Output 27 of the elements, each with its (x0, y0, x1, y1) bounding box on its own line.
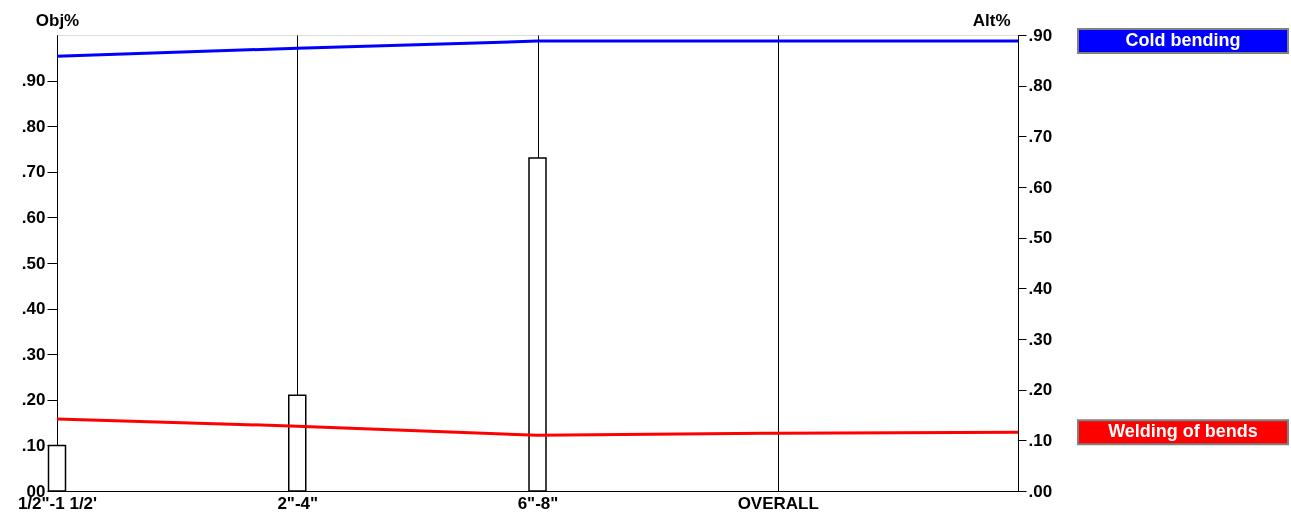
y2-tick-label: .90 (1028, 25, 1053, 45)
y-tick-label: .50 (21, 253, 46, 273)
y2-tick-label: .50 (1028, 228, 1053, 248)
y-tick-label: .70 (21, 162, 46, 182)
y-tick-label: .30 (21, 344, 46, 364)
text: Cold bending (1125, 30, 1241, 51)
y2-tick-label: .00 (1028, 481, 1053, 501)
y2-tick-label: .10 (1028, 430, 1053, 450)
y2-tick-label: .30 (1028, 329, 1053, 349)
y-tick-label: .40 (21, 299, 46, 319)
y2-tick-label: .70 (1028, 126, 1053, 146)
y2-tick-label: .20 (1028, 380, 1053, 400)
y2-tick-label: .80 (1028, 76, 1053, 96)
x-tick-label: 6"-8" (517, 493, 559, 513)
text: Welding of bends (1108, 421, 1258, 442)
y-axis-title: Obj% (35, 10, 80, 30)
y-tick-label: .60 (21, 207, 46, 227)
y-tick-label: .10 (21, 435, 46, 455)
y-tick-label: .90 (21, 71, 46, 91)
y-tick-label: .80 (21, 116, 46, 136)
y2-tick-label: .40 (1028, 278, 1053, 298)
x-tick-label: 2"-4" (277, 493, 319, 513)
x-tick-label: OVERALL (737, 493, 819, 513)
y-tick-label: .20 (21, 390, 46, 410)
y2-axis-title: Alt% (972, 10, 1011, 30)
y2-tick-label: .60 (1028, 177, 1053, 197)
line-series (55, 417, 1020, 437)
